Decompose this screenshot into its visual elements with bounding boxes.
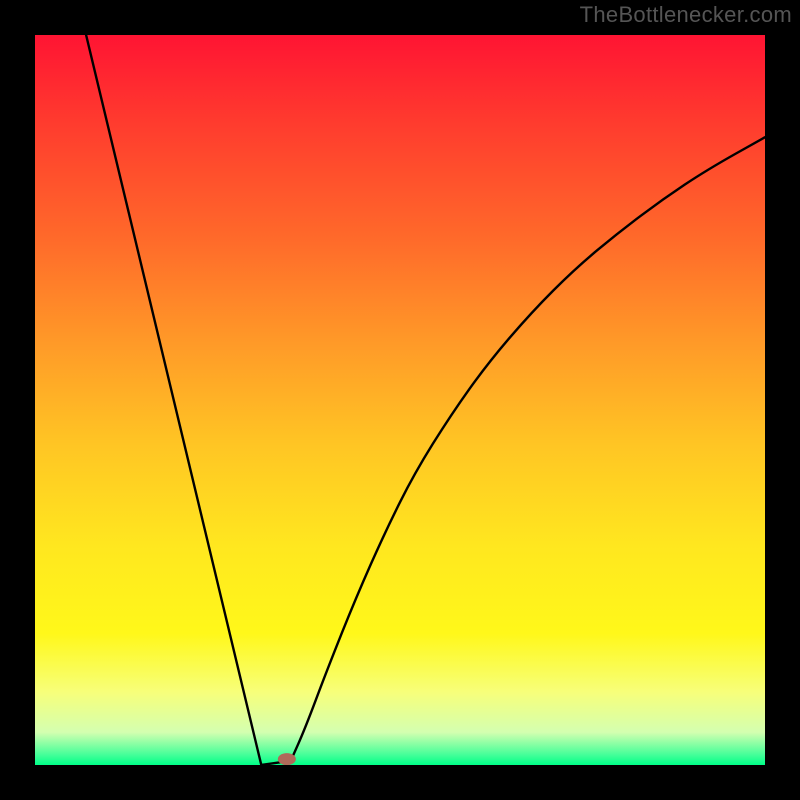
watermark-text: TheBottlenecker.com <box>580 2 792 28</box>
minimum-marker <box>278 753 296 765</box>
bottleneck-chart <box>0 0 800 800</box>
chart-container: TheBottlenecker.com <box>0 0 800 800</box>
plot-gradient-background <box>35 35 765 765</box>
